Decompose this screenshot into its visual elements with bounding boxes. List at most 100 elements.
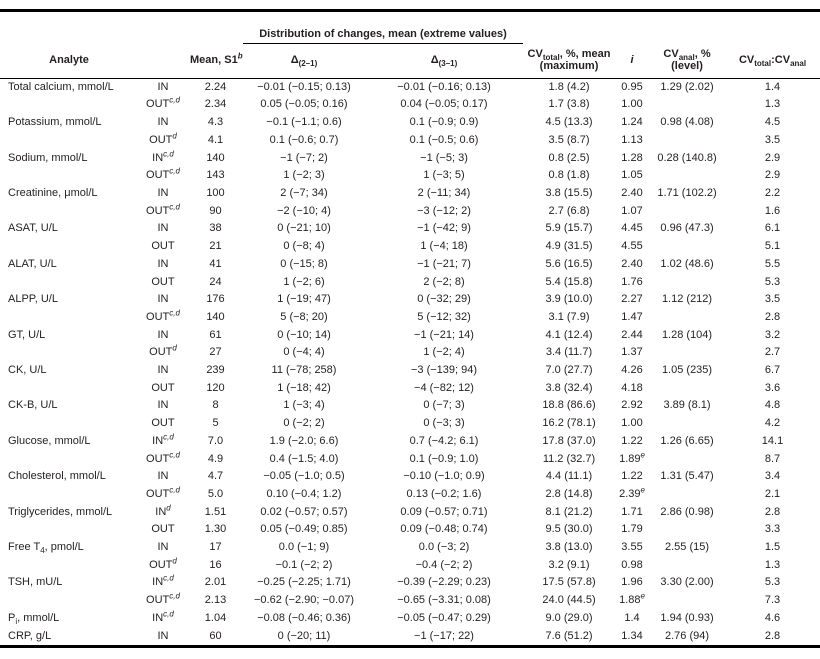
table-row: Potassium, mmol/L IN 4.3 −0.1 (−1.1; 0.6) 0.… (0, 114, 820, 132)
inout-cell: OUTc,d (146, 308, 180, 323)
i-cell: 1.47 (621, 310, 643, 323)
inout-cell: OUTc,d (146, 202, 180, 217)
table-row: OUTc,d 2.34 0.05 (−0.05; 0.16) 0.04 (−0.05;… (0, 96, 820, 114)
cv-total-cell: 4.1 (12.4) (545, 328, 593, 341)
table-row: CK-B, U/L IN 8 1 (−3; 4) 0 (−7; 3) 18.8 (86.6… (0, 397, 820, 415)
delta-3-1-cell: 0 (−32; 29) (417, 293, 471, 306)
cv-anal-cell: 1.28 (104) (661, 328, 713, 341)
mean-cell: 5.0 (207, 487, 224, 500)
mean-cell: 21 (209, 240, 222, 253)
cv-total-cell: 5.4 (15.8) (545, 275, 593, 288)
analyte-cell (0, 203, 138, 221)
cv-anal-cell (649, 238, 725, 256)
cv-anal-cell: 1.29 (2.02) (660, 80, 714, 93)
analyte-cell (0, 309, 138, 327)
delta-2-1-cell: 0 (−2; 2) (283, 417, 325, 430)
mean-cell: 2.13 (204, 594, 227, 607)
delta-2-1-cell: 1 (−19; 47) (277, 293, 331, 306)
delta-2-1-cell: 0 (−20; 11) (277, 629, 331, 642)
delta-3-1-cell: 0.1 (−0.5; 0.6) (409, 133, 479, 146)
delta-2-1-cell: 0.4 (−1.5; 4.0) (269, 452, 339, 465)
inout-cell: IN (157, 399, 169, 412)
cv-ratio-cell: 3.2 (764, 328, 781, 341)
mean-cell: 2.24 (204, 80, 227, 93)
cv-anal-cell (649, 203, 725, 221)
inout-cell: OUTc,d (146, 95, 180, 111)
delta-2-1-cell: 1 (−2; 6) (283, 275, 325, 288)
analyte-cell: Creatinine, μmol/L (8, 187, 98, 199)
cv-anal-cell (649, 451, 725, 469)
cv-total-cell: 8.1 (21.2) (545, 505, 593, 518)
mean-cell: 143 (206, 169, 225, 182)
cv-anal-cell: 2.76 (94) (665, 629, 710, 642)
delta-3-1-cell: 0.0 (−3; 2) (418, 541, 470, 554)
i-cell: 1.76 (621, 275, 643, 288)
cv-total-cell: 5.9 (15.7) (545, 222, 593, 235)
analyte-cell (0, 274, 138, 292)
inout-cell: OUT (151, 275, 175, 288)
cv-anal-cell: 1.94 (0.93) (660, 611, 714, 624)
i-cell: 1.13 (621, 133, 643, 146)
inout-cell: INc,d (152, 432, 174, 447)
i-cell: 4.55 (621, 240, 643, 253)
delta-3-1-cell: 0.04 (−0.05; 0.17) (400, 98, 488, 111)
col-header-cv-total: CVtotal, %, mean (maximum) (523, 43, 616, 79)
cv-total-cell: 0.8 (1.8) (548, 169, 590, 182)
i-cell: 2.44 (621, 328, 643, 341)
delta-3-1-cell: −0.10 (−1.0; 0.9) (403, 470, 485, 483)
analyte-cell: Sodium, mmol/L (8, 151, 88, 164)
cv-ratio-cell: 1.5 (764, 541, 781, 554)
cv-anal-cell: 1.31 (5.47) (660, 470, 714, 483)
i-cell: 1.00 (621, 417, 643, 430)
i-cell: 2.40 (621, 187, 643, 199)
delta-3-1-cell: −1 (−21; 7) (417, 257, 471, 270)
cv-anal-cell (649, 486, 725, 504)
delta-2-1-cell: 0.05 (−0.05; 0.16) (260, 98, 348, 111)
cv-total-cell: 0.8 (2.5) (548, 151, 590, 164)
delta-2-1-cell: 0.05 (−0.49; 0.85) (260, 523, 348, 536)
mean-cell: 8 (212, 399, 219, 412)
table-row: OUT 21 0 (−8; 4) 1 (−4; 18) 4.9 (31.5) 4.55 5.… (0, 238, 820, 256)
cv-total-cell: 3.8 (15.5) (545, 187, 593, 199)
mean-cell: 1.30 (204, 523, 227, 536)
cv-ratio-cell: 14.1 (761, 434, 784, 447)
delta-2-1-cell: 0 (−10; 14) (277, 328, 331, 341)
cv-total-cell: 3.8 (32.4) (545, 381, 593, 394)
analyte-cell: Glucose, mmol/L (8, 434, 91, 447)
inout-cell: IN (157, 222, 169, 235)
delta-2-1-cell: −1 (−7; 2) (280, 151, 328, 164)
i-cell: 4.18 (621, 381, 643, 394)
table-row: Sodium, mmol/L INc,d 140 −1 (−7; 2) −1 (−5; … (0, 149, 820, 168)
table-row: OUTd 27 0 (−4; 4) 1 (−2; 4) 3.4 (11.7) 1.37 2.… (0, 344, 820, 362)
col-header-analyte: Analyte (0, 43, 138, 79)
delta-2-1-cell: −0.1 (−1.1; 0.6) (266, 116, 342, 129)
delta-2-1-cell: −0.62 (−2.90; −0.07) (254, 594, 354, 607)
cv-ratio-cell: 4.8 (764, 399, 781, 412)
inout-cell: OUTc,d (146, 449, 180, 465)
analyte-cell (0, 167, 138, 185)
delta-2-1-cell: −2 (−10; 4) (277, 204, 331, 217)
table-row: OUT 24 1 (−2; 6) 2 (−2; 8) 5.4 (15.8) 1.76 5.3 (0, 274, 820, 292)
cv-ratio-cell: 3.3 (764, 523, 781, 536)
analyte-cell: Free T4, pmol/L (8, 541, 84, 556)
cv-total-cell: 4.5 (13.3) (545, 116, 593, 129)
analyte-cell: ASAT, U/L (8, 222, 58, 235)
cv-ratio-cell: 5.3 (764, 275, 781, 288)
cv-anal-cell (649, 344, 725, 362)
delta-2-1-cell: 11 (−78; 258) (271, 364, 337, 377)
delta-3-1-cell: −0.65 (−3.31; 0.08) (397, 594, 491, 607)
cv-total-cell: 9.0 (29.0) (545, 611, 593, 624)
delta-3-1-cell: −3 (−12; 2) (417, 204, 471, 217)
cv-ratio-cell: 4.2 (764, 417, 781, 430)
inout-cell: INd (155, 503, 171, 518)
inout-cell: IN (157, 364, 169, 377)
mean-cell: 90 (209, 204, 222, 217)
cv-total-cell: 17.8 (37.0) (542, 434, 596, 447)
cv-anal-cell: 1.12 (212) (661, 293, 713, 306)
cv-total-cell: 3.5 (8.7) (548, 133, 590, 146)
delta-2-1-cell: −0.1 (−2; 2) (275, 558, 333, 571)
mean-cell: 100 (206, 187, 225, 199)
inout-cell: IN (157, 470, 169, 483)
delta-3-1-cell: 0.09 (−0.48; 0.74) (400, 523, 488, 536)
cv-ratio-cell: 5.1 (764, 240, 781, 253)
